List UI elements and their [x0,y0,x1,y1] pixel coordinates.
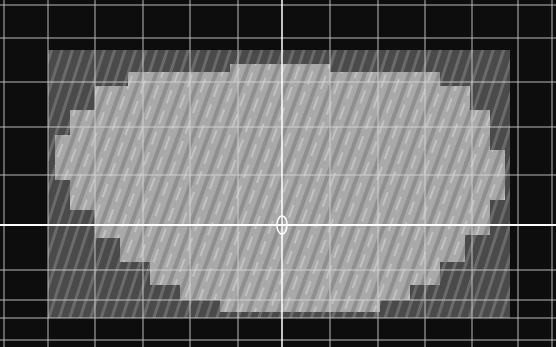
scan-image [0,0,556,347]
page [0,0,556,347]
